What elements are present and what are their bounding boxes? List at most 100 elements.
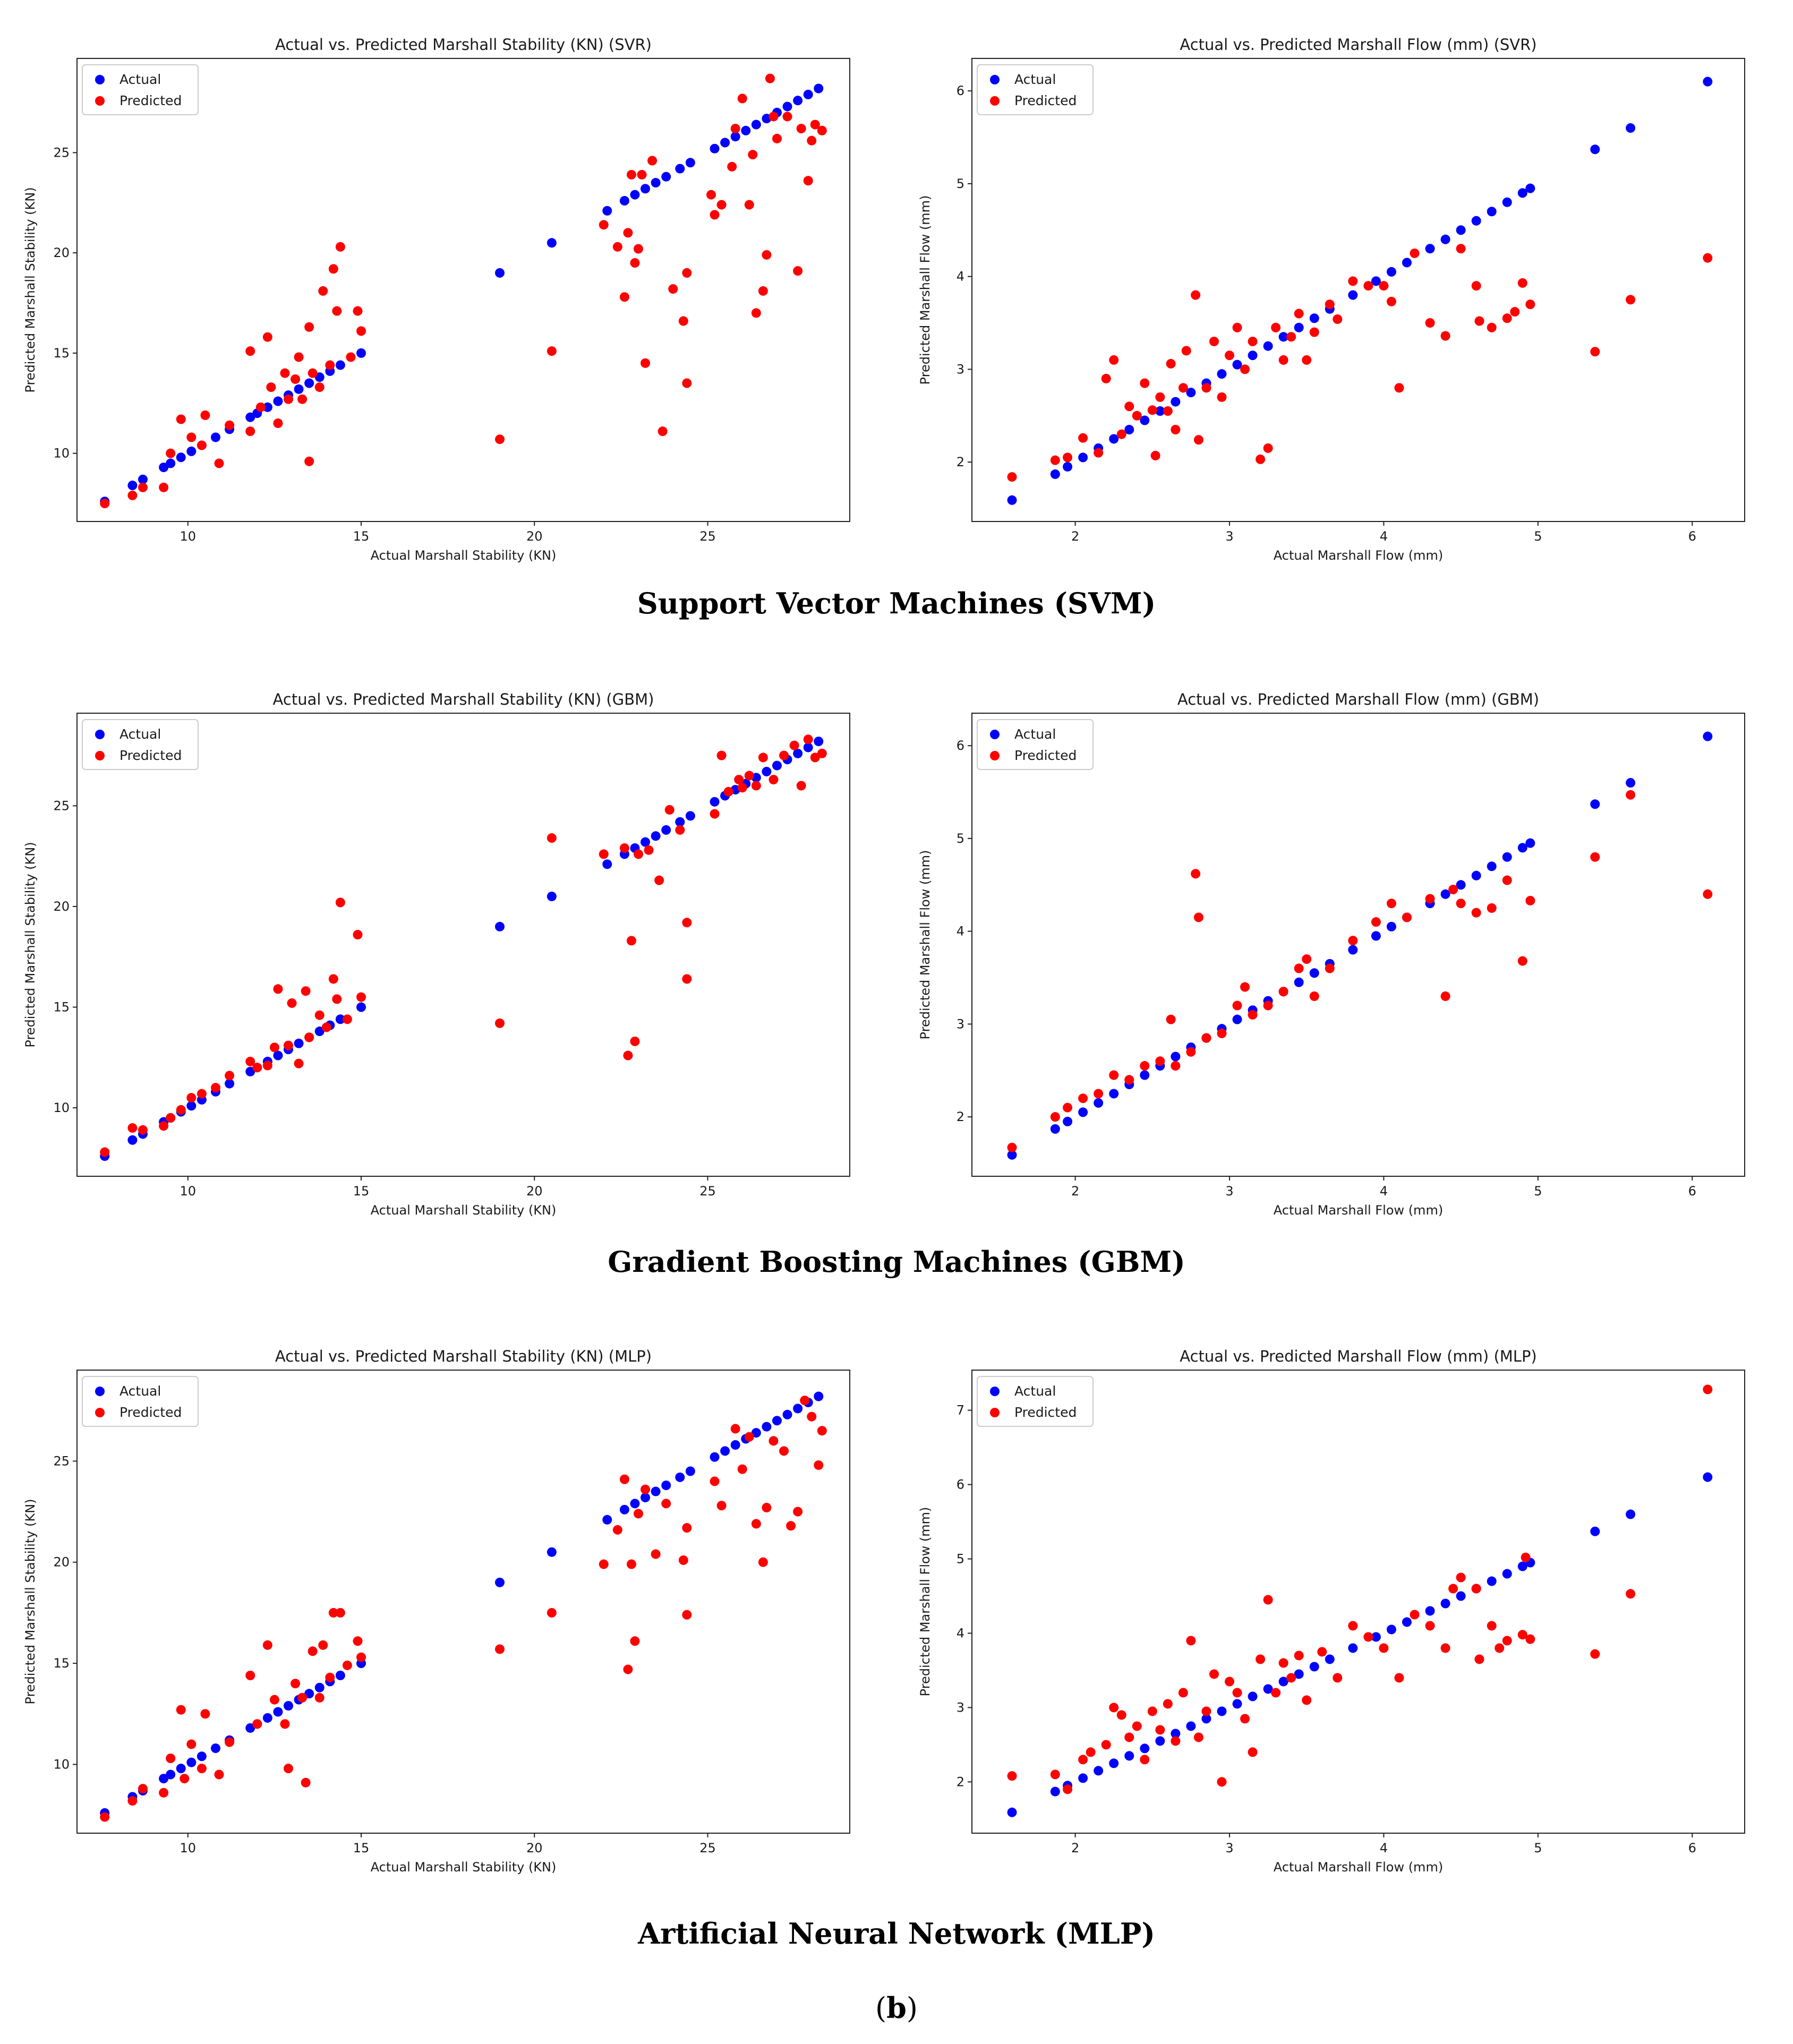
actual-point — [304, 1689, 314, 1699]
x-tick-label: 3 — [1225, 1184, 1233, 1199]
predicted-point — [1271, 322, 1281, 332]
predicted-point — [716, 1501, 727, 1511]
predicted-point — [807, 1412, 817, 1422]
predicted-point — [1201, 383, 1211, 393]
legend-predicted-marker — [95, 96, 105, 106]
predicted-point — [1271, 1688, 1281, 1698]
legend-predicted-marker — [990, 1408, 1000, 1417]
x-axis-label: Actual Marshall Flow (mm) — [1274, 548, 1443, 563]
actual-point — [1525, 838, 1535, 848]
actual-point — [1348, 1643, 1358, 1653]
predicted-point — [772, 133, 782, 143]
legend-box — [977, 64, 1094, 115]
predicted-point — [225, 1071, 235, 1081]
actual-point — [1171, 1729, 1181, 1739]
legend: Actual Predicted — [82, 1376, 199, 1427]
actual-point — [1050, 1124, 1060, 1134]
predicted-point — [304, 322, 314, 332]
predicted-point — [291, 1679, 301, 1689]
predicted-point — [1590, 347, 1600, 357]
x-tick-label: 25 — [699, 529, 716, 544]
predicted-point — [1217, 1028, 1227, 1038]
legend-box — [82, 64, 199, 115]
predicted-point — [1440, 991, 1450, 1001]
actual-point — [1590, 1526, 1600, 1536]
predicted-point — [1456, 244, 1466, 254]
actual-point — [1502, 852, 1512, 862]
predicted-point — [1140, 1061, 1150, 1071]
predicted-point — [166, 448, 176, 458]
predicted-point — [200, 1709, 210, 1719]
predicted-point — [682, 974, 692, 984]
actual-point — [1140, 1743, 1150, 1754]
predicted-point — [1078, 1755, 1088, 1765]
predicted-point — [1240, 982, 1250, 992]
predicted-point — [1294, 309, 1304, 319]
actual-point — [651, 1486, 661, 1496]
legend-actual-label: Actual — [1014, 72, 1056, 87]
y-axis-label: Predicted Marshall Stability (KN) — [23, 1499, 38, 1704]
predicted-point — [1502, 313, 1512, 323]
y-tick-label: 6 — [957, 738, 964, 753]
actual-point — [772, 1416, 782, 1426]
actual-point — [495, 921, 505, 931]
chart-1: Actual vs. Predicted Marshall Flow (mm) … — [918, 36, 1745, 563]
predicted-point — [318, 1640, 328, 1650]
legend-predicted-label: Predicted — [119, 93, 182, 108]
predicted-point — [1517, 1630, 1527, 1640]
legend-actual-label: Actual — [1014, 726, 1056, 742]
actual-point — [273, 396, 283, 406]
actual-point — [1517, 1561, 1527, 1571]
predicted-point — [342, 1014, 352, 1024]
plot-frame — [76, 713, 850, 1177]
predicted-point — [769, 112, 779, 122]
predicted-point — [1703, 253, 1713, 263]
predicted-point — [1101, 1740, 1111, 1750]
actual-point — [619, 1504, 629, 1515]
x-tick-label: 5 — [1534, 1841, 1542, 1855]
caption-mlp: Artificial Neural Network (MLP) — [637, 1917, 1155, 1951]
actual-point — [685, 811, 695, 821]
predicted-point — [817, 1426, 827, 1436]
predicted-point — [346, 352, 356, 362]
predicted-point — [769, 775, 779, 785]
predicted-point — [159, 482, 169, 492]
predicted-point — [166, 1754, 176, 1764]
predicted-point — [225, 420, 235, 430]
predicted-point — [1094, 1089, 1104, 1099]
predicted-point — [803, 734, 813, 745]
actual-point — [651, 178, 661, 188]
predicted-point — [1232, 1688, 1242, 1698]
predicted-point — [1150, 450, 1160, 460]
predicted-point — [1178, 383, 1188, 393]
plot-frame — [971, 713, 1745, 1177]
actual-point — [1263, 1684, 1273, 1694]
predicted-point — [744, 771, 754, 781]
predicted-point — [1171, 424, 1181, 434]
x-tick-label: 15 — [353, 1184, 370, 1199]
predicted-point — [495, 434, 505, 444]
predicted-point — [245, 426, 255, 437]
actual-point — [1402, 258, 1412, 268]
predicted-point — [245, 1670, 255, 1680]
actual-point — [1063, 461, 1073, 472]
actual-point — [762, 1422, 772, 1432]
predicted-point — [1325, 300, 1335, 310]
y-tick-label: 20 — [53, 1555, 70, 1570]
predicted-point — [599, 1559, 609, 1569]
actual-point — [1140, 415, 1150, 425]
predicted-point — [1471, 908, 1481, 918]
figure-label-open: ( — [875, 1991, 886, 2025]
predicted-point — [1007, 1771, 1017, 1781]
actual-point — [1626, 1509, 1636, 1519]
actual-point — [1425, 1606, 1435, 1616]
predicted-point — [1302, 954, 1312, 964]
series-predicted — [1007, 244, 1713, 482]
actual-point — [1371, 931, 1381, 941]
predicted-point — [495, 1644, 505, 1654]
predicted-point — [214, 1769, 224, 1780]
y-tick-label: 25 — [53, 145, 70, 160]
predicted-point — [1525, 1634, 1535, 1644]
predicted-point — [737, 783, 747, 793]
